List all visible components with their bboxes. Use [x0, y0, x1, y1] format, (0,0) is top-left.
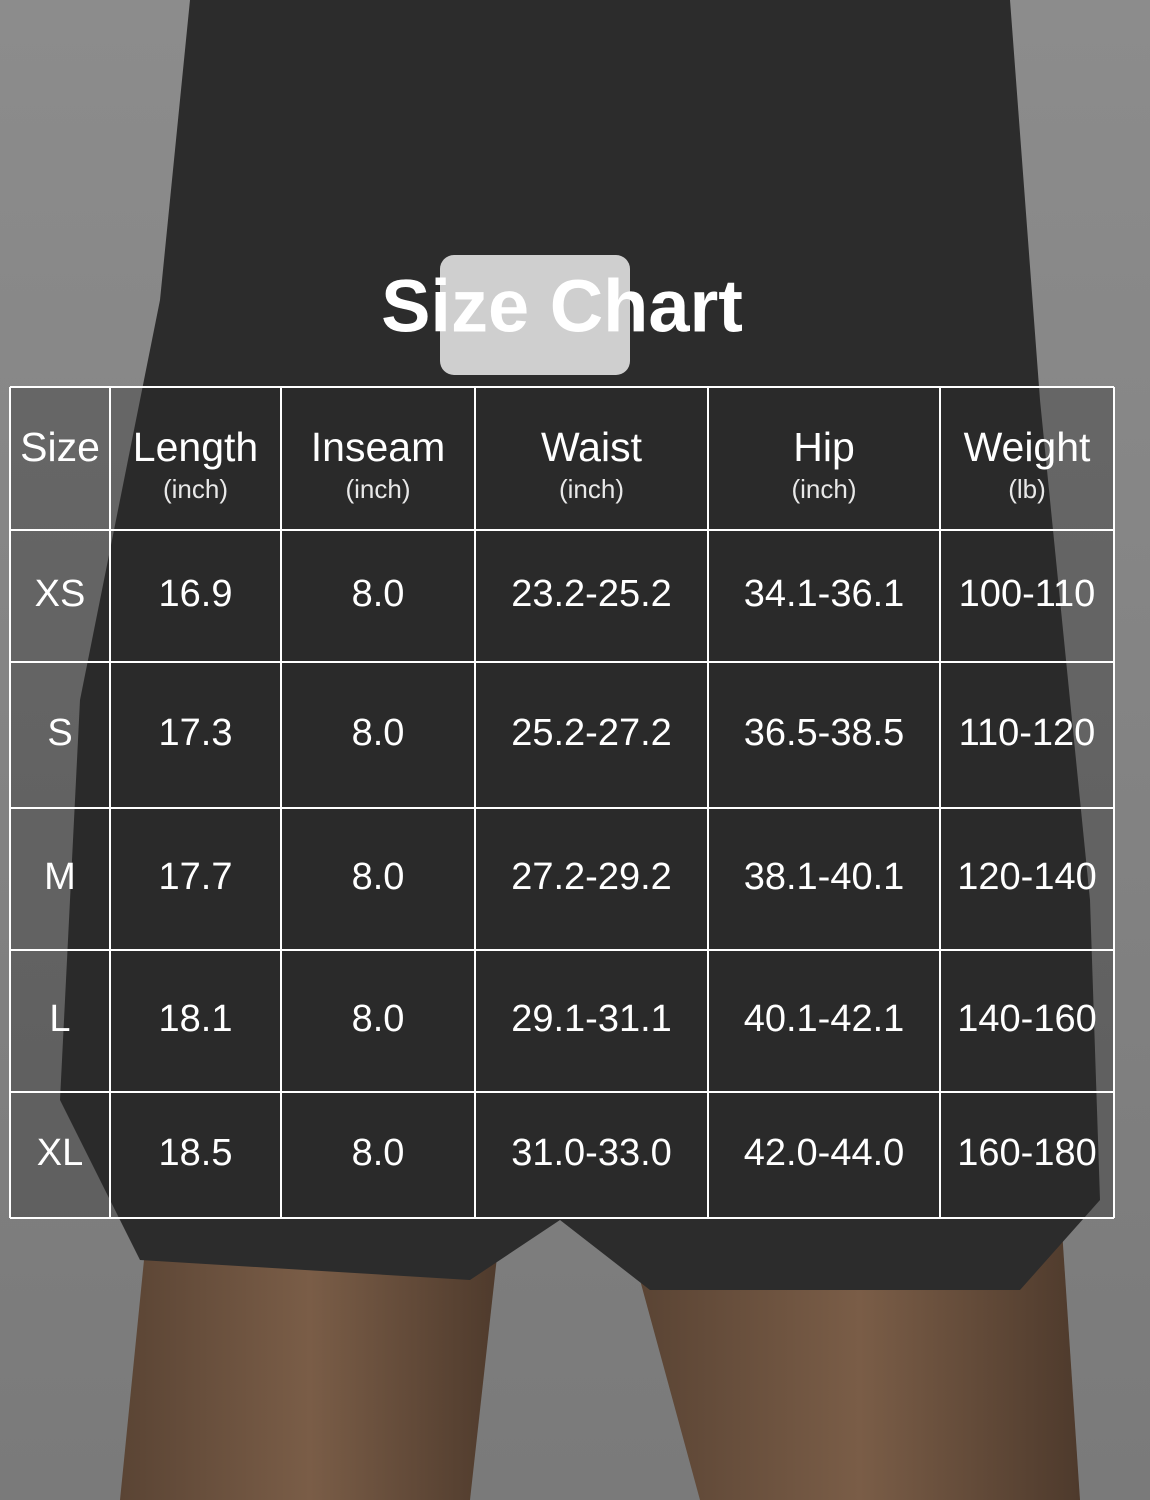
shorts	[60, 0, 1100, 1290]
table-cell: 34.1-36.1	[744, 573, 905, 615]
table-cell: XS	[35, 573, 86, 615]
table-cell: 110-120	[959, 712, 1096, 754]
table-cell: 16.9	[159, 573, 233, 615]
table-cell: 8.0	[352, 712, 405, 754]
table-cell: 25.2-27.2	[511, 712, 672, 754]
header-name: Weight	[964, 424, 1091, 470]
size-table: Size Length (inch) Inseam (inch) Waist (inch) H…	[9, 386, 1115, 1219]
table-cell: 18.1	[159, 998, 233, 1040]
table-cell: 8.0	[352, 1132, 405, 1174]
table-cell: 160-180	[957, 1132, 1096, 1174]
table-cell: 40.1-42.1	[744, 998, 905, 1040]
table-cell: XL	[37, 1132, 83, 1174]
header-unit: (inch)	[559, 474, 624, 504]
header-unit: (lb)	[1008, 474, 1046, 504]
table-cell: 100-110	[959, 573, 1096, 615]
table-cell: 8.0	[352, 998, 405, 1040]
header-name: Hip	[793, 424, 855, 470]
header-unit: (inch)	[345, 474, 410, 504]
table-cell: 31.0-33.0	[511, 1132, 672, 1174]
table-cell: 27.2-29.2	[511, 856, 672, 898]
table-cell: 29.1-31.1	[511, 998, 672, 1040]
table-cell: 8.0	[352, 856, 405, 898]
title: Size Chart	[381, 265, 743, 348]
table-cell: 17.3	[159, 712, 233, 754]
table-cell: 42.0-44.0	[744, 1132, 905, 1174]
table-shade	[10, 387, 1114, 1218]
header-unit: (inch)	[791, 474, 856, 504]
table-cell: 140-160	[957, 998, 1096, 1040]
header-unit: (inch)	[163, 474, 228, 504]
table-cell: 8.0	[352, 573, 405, 615]
table-cell: 120-140	[957, 856, 1096, 898]
table-cell: 36.5-38.5	[744, 712, 905, 754]
table-cell: L	[49, 998, 70, 1040]
header-name: Length	[133, 424, 258, 470]
table-cell: S	[47, 712, 72, 754]
header-name: Size	[20, 424, 100, 470]
header-name: Inseam	[311, 424, 445, 470]
table-cell: 38.1-40.1	[744, 856, 905, 898]
table-cell: 17.7	[159, 856, 233, 898]
table-cell: 18.5	[159, 1132, 233, 1174]
header-name: Waist	[541, 424, 643, 470]
table-cell: M	[44, 856, 76, 898]
table-cell: 23.2-25.2	[511, 573, 672, 615]
phone	[440, 255, 630, 375]
